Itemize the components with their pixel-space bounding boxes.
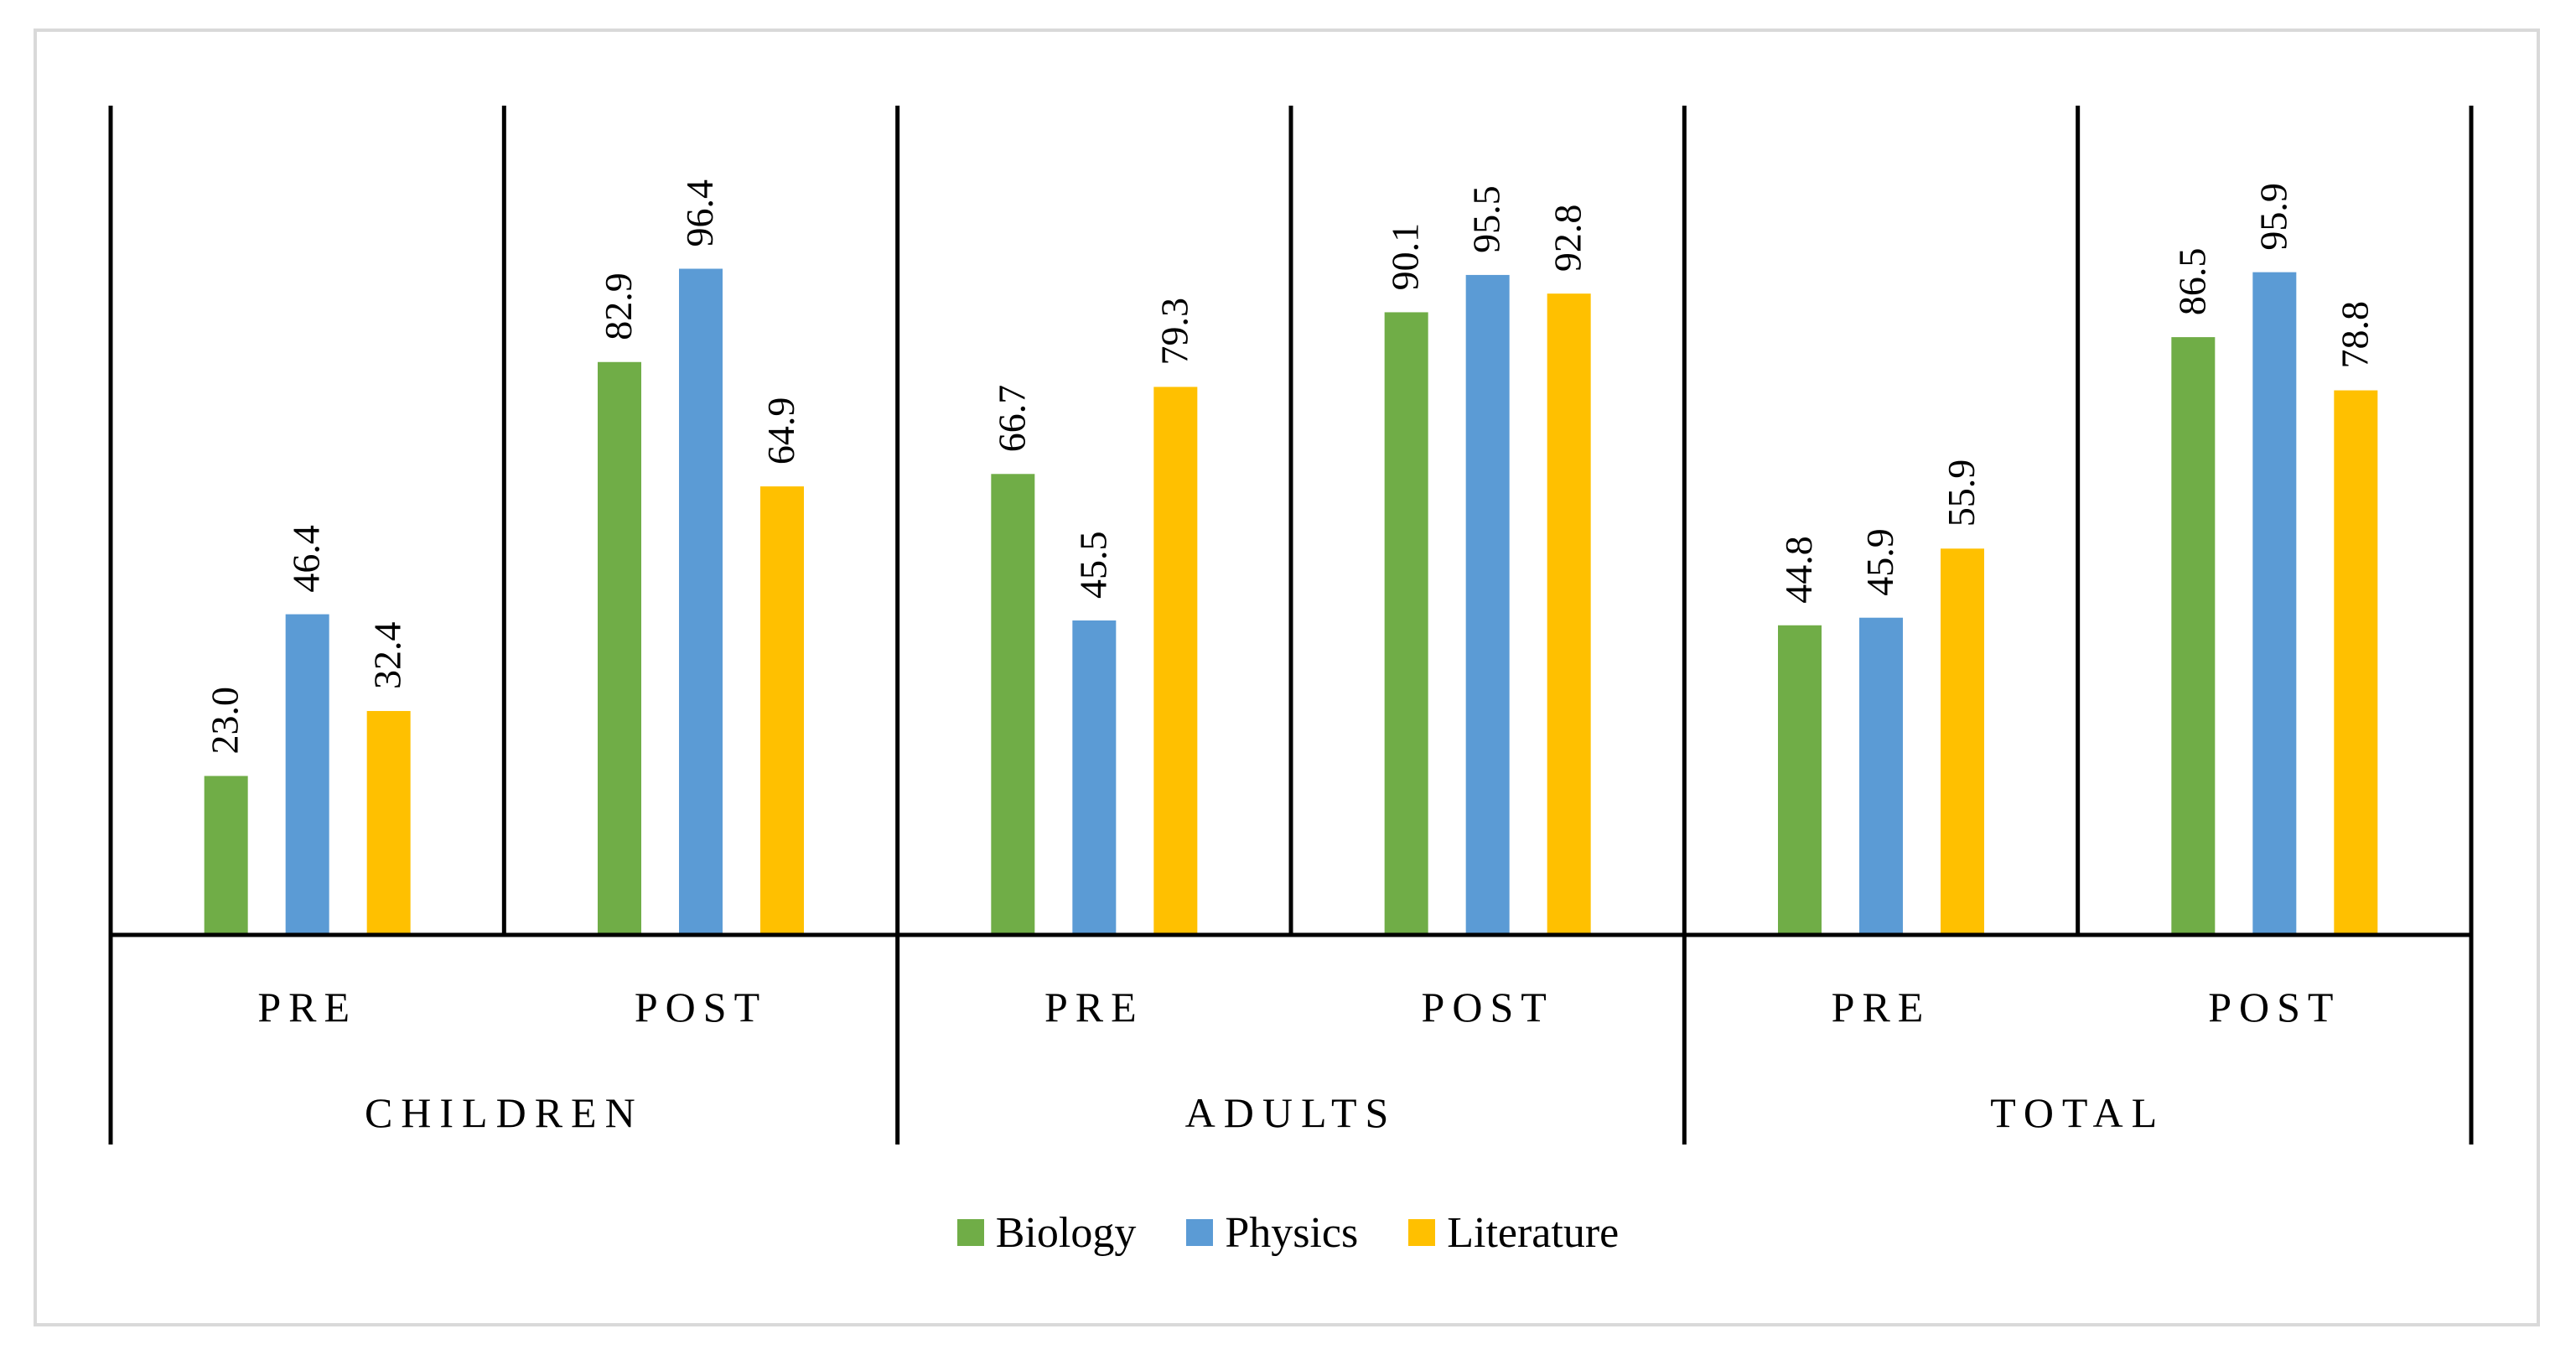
bar-children-pre-biology [204,776,248,935]
data-label: 82.9 [597,273,640,340]
data-label: 95.9 [2252,183,2294,251]
legend-item-physics: Physics [1186,1208,1358,1258]
bar-adults-post-biology [1384,312,1428,935]
bar-children-post-biology [598,361,641,935]
bar-total-pre-physics [1859,617,1903,935]
phase-label: PRE [257,984,357,1030]
data-label: 66.7 [990,385,1033,453]
bar-total-post-literature [2334,390,2378,936]
legend-item-literature: Literature [1408,1208,1619,1258]
data-label: 95.5 [1465,185,1508,253]
bar-adults-pre-biology [991,474,1035,935]
bar-adults-pre-literature [1153,387,1198,936]
group-label: CHILDREN [365,1089,644,1136]
legend-label-literature: Literature [1447,1208,1620,1257]
bar-children-post-physics [679,268,723,936]
data-label: 44.8 [1777,536,1820,604]
data-label: 45.9 [1858,528,1901,596]
bar-total-post-physics [2252,272,2297,936]
data-label: 96.4 [678,179,721,247]
legend-item-biology: Biology [956,1208,1137,1258]
legend-swatch-literature [1408,1219,1436,1246]
bar-adults-post-literature [1547,293,1591,935]
data-label: 78.8 [2333,301,2376,369]
bar-adults-pre-physics [1072,620,1117,935]
bar-adults-post-physics [1465,274,1510,935]
data-label: 64.9 [759,397,802,465]
data-label: 46.4 [285,525,328,593]
legend-swatch-physics [1186,1219,1214,1246]
bar-total-post-biology [2171,337,2216,935]
bar-children-post-literature [760,486,804,935]
phase-label: PRE [1044,984,1144,1030]
bar-children-pre-literature [366,710,411,935]
data-label: 23.0 [204,687,246,755]
phase-label: POST [635,984,767,1030]
data-label: 32.4 [366,621,409,689]
bar-children-pre-physics [285,614,329,935]
chart-frame [34,29,2540,1326]
legend: Biology Physics Literature [0,1207,2576,1258]
data-label: 79.3 [1153,298,1195,366]
phase-label: PRE [1832,984,1931,1030]
legend-swatch-biology [956,1219,984,1246]
phase-label: POST [2208,984,2340,1030]
data-label: 92.8 [1547,205,1589,273]
phase-label: POST [1422,984,1554,1030]
data-label: 45.5 [1071,532,1114,600]
group-label: ADULTS [1185,1089,1397,1136]
data-label: 90.1 [1384,223,1427,291]
group-label: TOTAL [1990,1089,2165,1136]
data-label: 86.5 [2170,248,2213,316]
bar-total-pre-biology [1778,625,1822,935]
legend-label-physics: Physics [1225,1208,1359,1257]
bar-total-pre-literature [1941,548,1984,935]
legend-label-biology: Biology [995,1208,1137,1257]
data-label: 55.9 [1940,459,1983,527]
